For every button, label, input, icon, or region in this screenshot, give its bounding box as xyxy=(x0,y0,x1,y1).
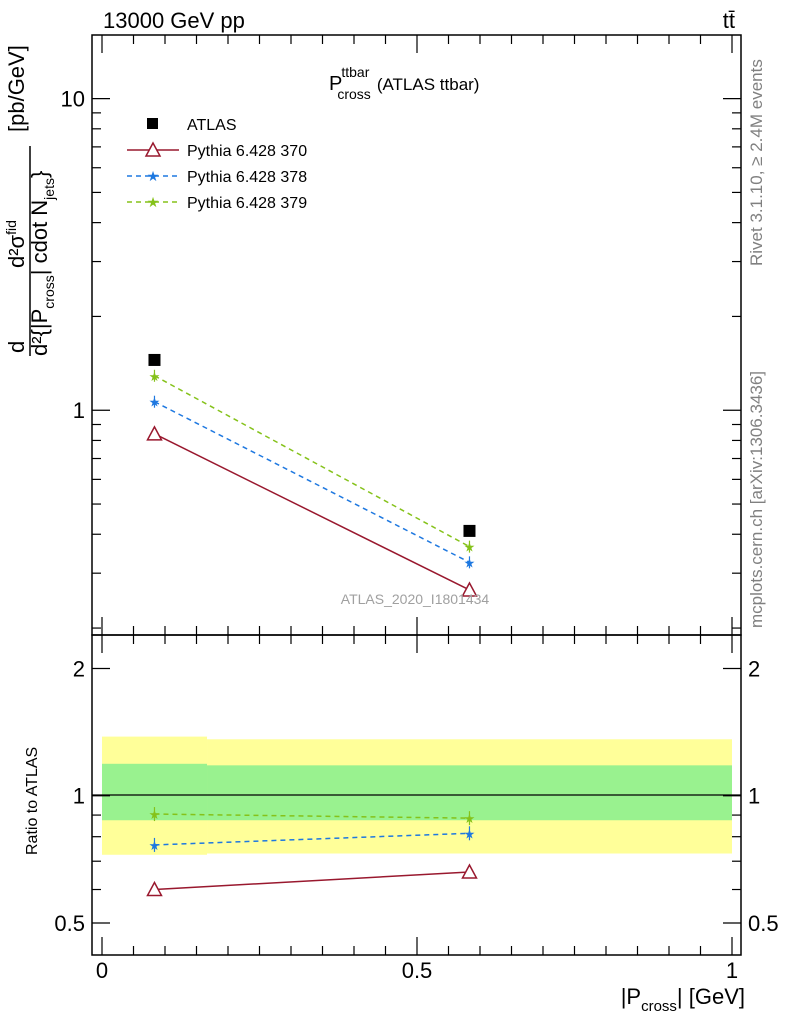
main-y-tick-label: 1 xyxy=(73,398,85,423)
main-y-tick-label: 10 xyxy=(61,87,85,112)
ratio-379-point: ★ xyxy=(149,808,161,823)
x-tick-label: 0.5 xyxy=(402,958,433,983)
ratio-y-tick-label: 2 xyxy=(73,656,85,681)
pythia-370-point xyxy=(461,581,478,597)
ratio-frame xyxy=(91,634,742,956)
main-series: ★★★★ xyxy=(146,353,478,597)
ylabel-unit: [pb/GeV] xyxy=(4,45,29,132)
ratio-370-point xyxy=(146,880,163,897)
x-tick-label: 1 xyxy=(726,958,738,983)
mcplots-label: mcplots.cern.ch [arXiv:1306.3436] xyxy=(747,371,766,628)
header-left: 13000 GeV pp xyxy=(103,8,245,33)
pythia-370-point xyxy=(146,425,163,441)
ylabel-frac-bottom: d²{|Pcross| cdot Njets} xyxy=(27,171,57,356)
legend-370-label: Pythia 6.428 370 xyxy=(187,143,307,160)
ratio-378-point: ★ xyxy=(149,839,161,854)
series-line-1 xyxy=(154,433,470,591)
ratio-line-0 xyxy=(154,871,470,891)
ratio-panel: 0.5 0.51 12 20 0.5 1 ★★★ ★ xyxy=(54,634,779,983)
ratio-series: ★★★ ★ xyxy=(146,807,478,897)
legend-370-marker xyxy=(144,141,162,157)
ratio-y-tick-label-right: 2 xyxy=(748,656,760,681)
pythia-378-point: ★ xyxy=(149,396,161,411)
legend-atlas-label: ATLAS xyxy=(187,117,237,134)
rivet-label: Rivet 3.1.10, ≥ 2.4M events xyxy=(747,59,766,266)
legend: ATLAS Pythia 6.428 370 ★ Pythia 6.428 37… xyxy=(127,117,307,212)
header-right: tt̄ xyxy=(723,8,735,33)
ratio-line-2 xyxy=(154,813,470,819)
analysis-watermark: ATLAS_2020_I1801434 xyxy=(341,591,490,607)
legend-379-marker: ★ xyxy=(147,195,160,211)
ratio-y-tick-label-right: 1 xyxy=(748,784,760,809)
ylabel-frac-top: d²σfid xyxy=(3,220,29,268)
ylabel-d-prefix: d xyxy=(4,341,29,353)
legend-atlas-marker xyxy=(147,118,158,129)
pythia-378-point: ★ xyxy=(464,556,476,571)
ratio-y-tick-label: 0.5 xyxy=(54,911,85,936)
series-line-2 xyxy=(154,401,470,564)
ratio-line-1 xyxy=(154,832,470,846)
ratio-370-point xyxy=(461,863,478,879)
atlas-data-point xyxy=(148,353,161,366)
main-y-axis-label: d d²σfid d²{|Pcross| cdot Njets} [pb/GeV… xyxy=(3,45,57,356)
atlas-data-point xyxy=(463,524,476,537)
legend-379-label: Pythia 6.428 379 xyxy=(187,195,307,212)
ratio-bands xyxy=(102,736,732,855)
legend-378-label: Pythia 6.428 378 xyxy=(187,169,307,186)
legend-378-marker: ★ xyxy=(147,169,160,185)
main-ticks: 1 10 xyxy=(61,35,741,635)
ratio-378-point: ★ xyxy=(464,827,476,842)
x-axis-label: |Pcross| [GeV] xyxy=(621,984,745,1015)
pythia-379-point: ★ xyxy=(464,541,476,556)
x-tick-label: 0 xyxy=(96,958,108,983)
plot-title: Pttbar cross (ATLAS ttbar) xyxy=(329,64,479,102)
pythia-379-point: ★ xyxy=(149,370,161,385)
ratio-y-axis-label: Ratio to ATLAS xyxy=(24,747,41,855)
main-panel: 110 ★★★★ xyxy=(61,34,742,636)
ratio-y-tick-label-right: 0.5 xyxy=(748,911,779,936)
ratio-ticks: 0.5 0.5 1 1 2 2 0 0.5 1 xyxy=(54,635,779,983)
uncertainty-band-inner xyxy=(207,765,732,821)
series-line-3 xyxy=(154,375,470,548)
ratio-379-point: ★ xyxy=(464,812,476,827)
ratio-y-tick-label: 1 xyxy=(73,784,85,809)
